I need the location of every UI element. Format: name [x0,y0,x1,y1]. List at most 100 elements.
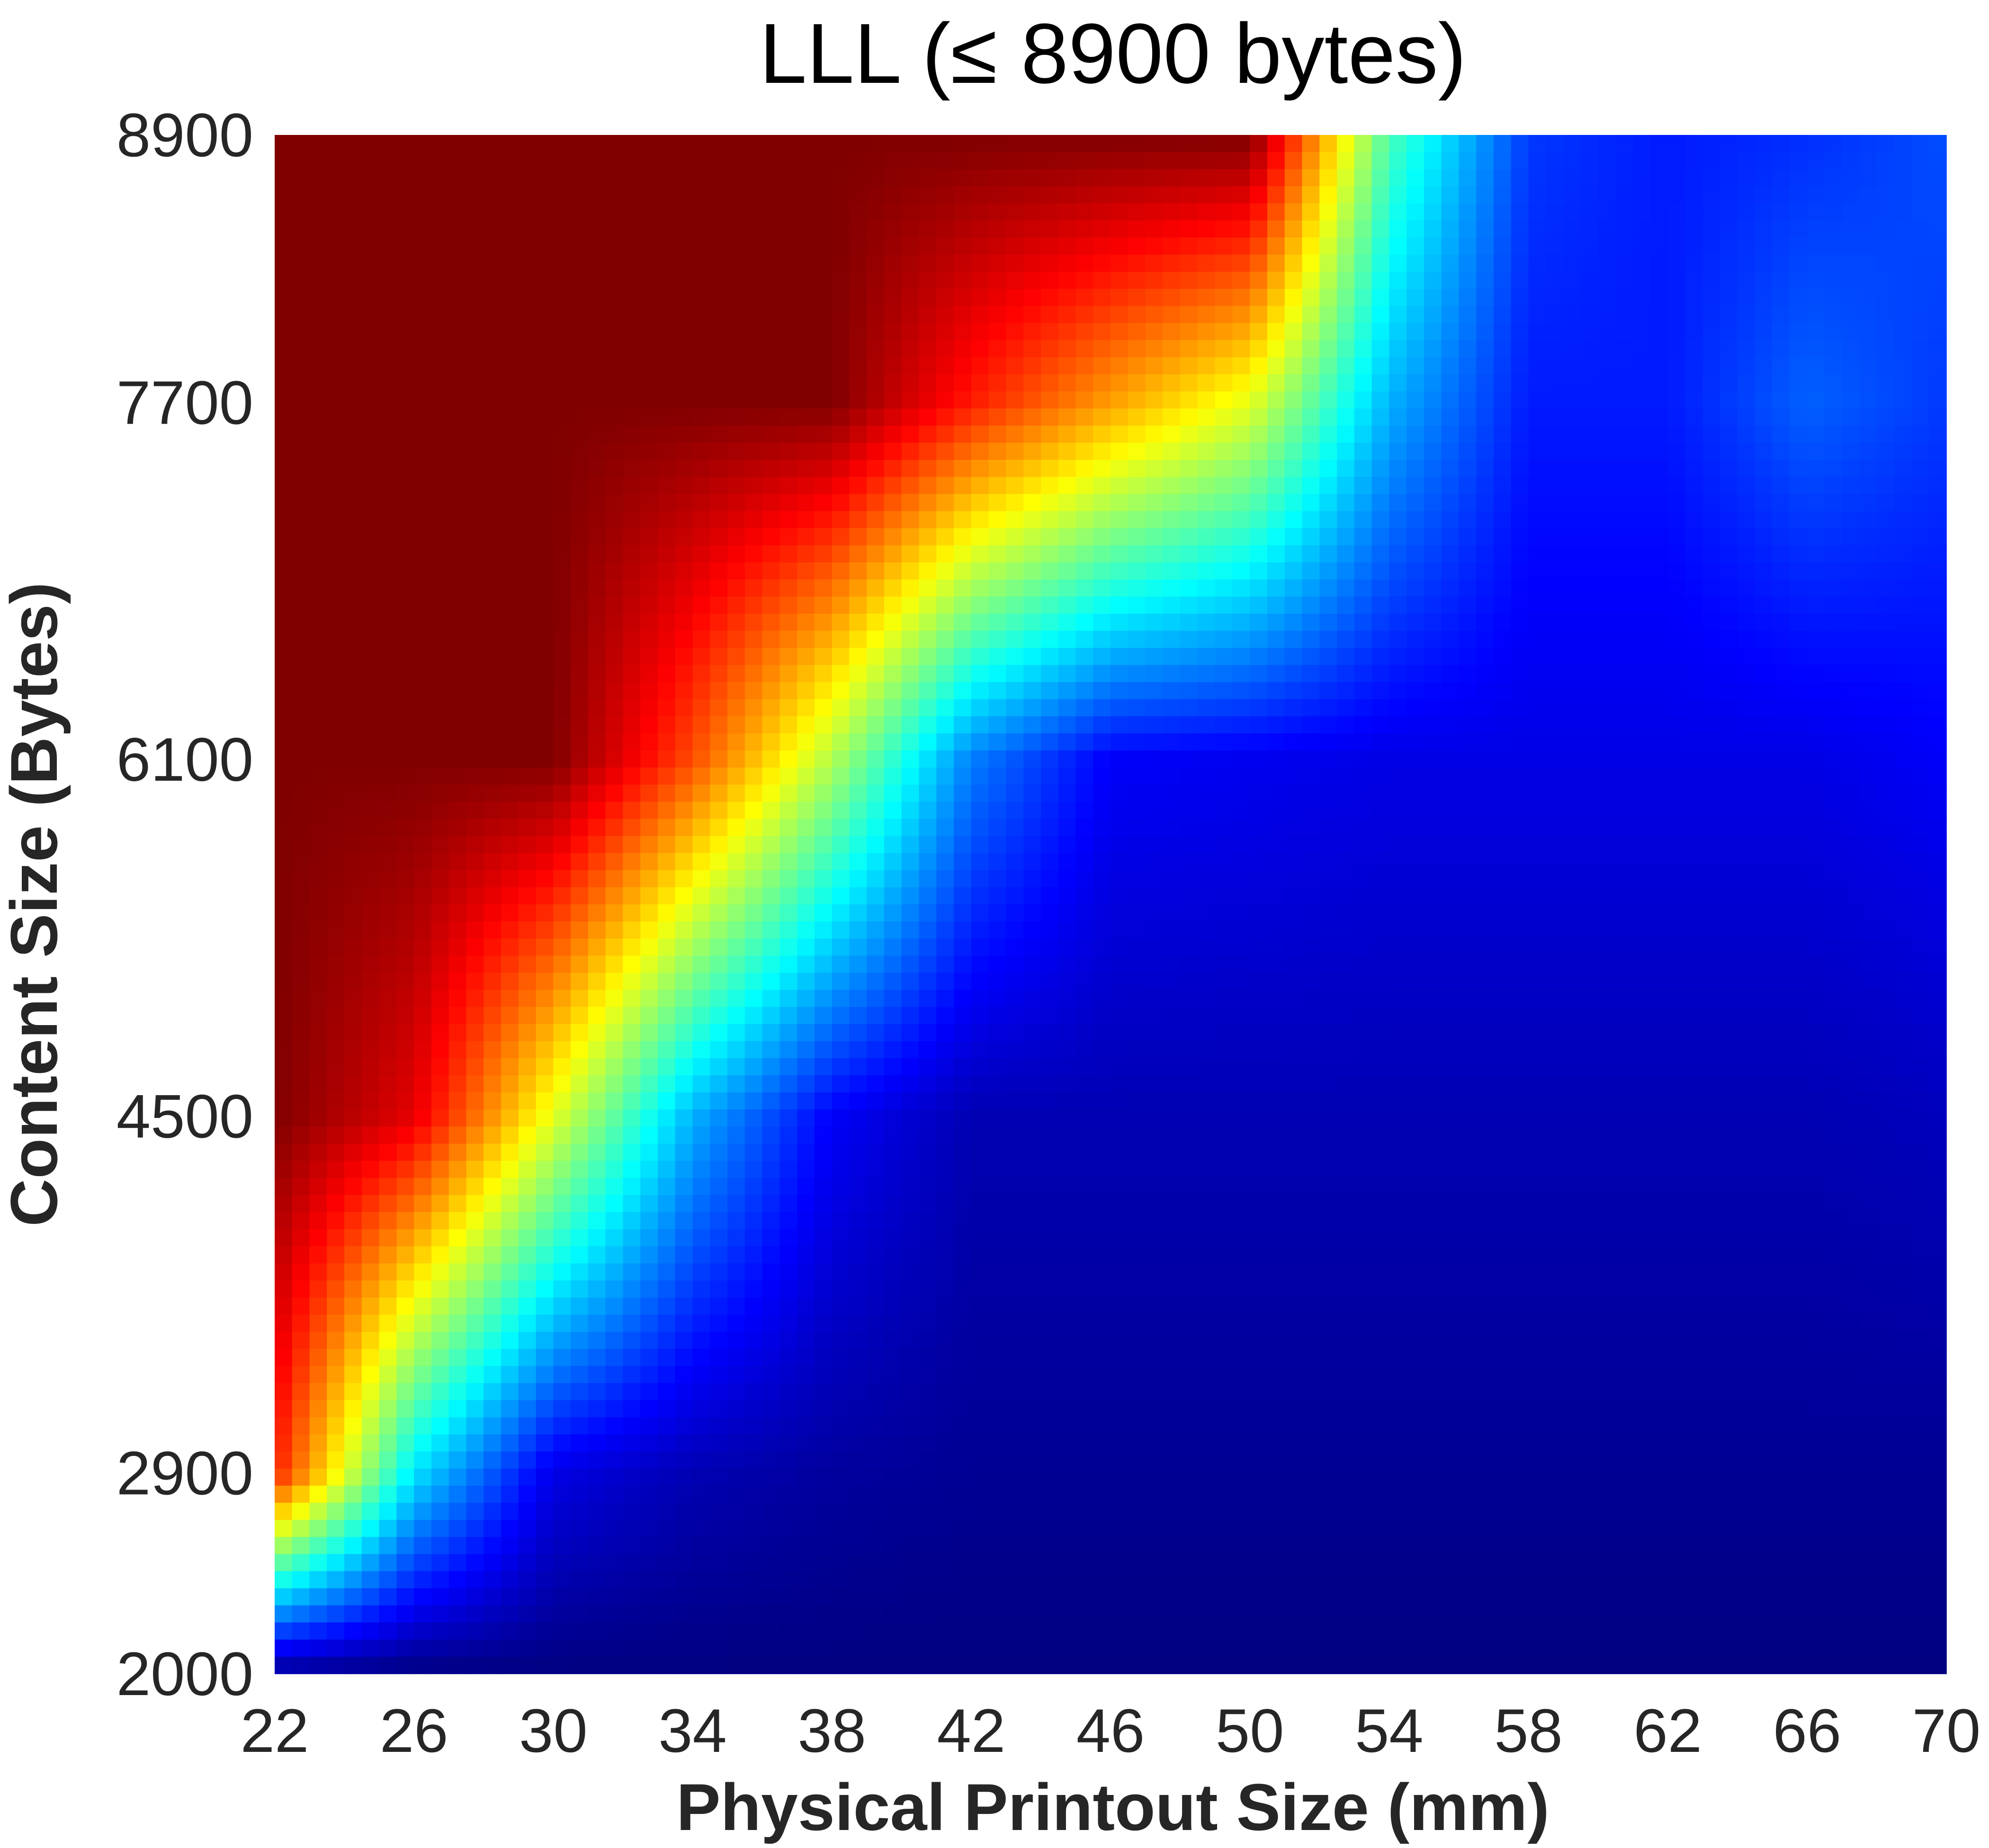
heatmap-cell [448,750,467,768]
heatmap-cell [710,938,728,956]
heatmap-cell [1824,425,1843,443]
heatmap-cell [1075,391,1094,409]
heatmap-cell [1824,186,1843,204]
heatmap-cell [1215,750,1233,768]
heatmap-cell [867,391,885,409]
heatmap-cell [954,785,972,803]
heatmap-cell [884,220,902,238]
heatmap-cell [1876,254,1895,272]
heatmap-cell [448,271,467,289]
heatmap-cell [1511,391,1529,409]
heatmap-cell [1598,494,1616,512]
heatmap-cell [1058,819,1076,837]
heatmap-cell [1807,203,1825,221]
heatmap-cell [1267,186,1285,204]
heatmap-cell [1040,511,1059,529]
heatmap-cell [727,1007,745,1025]
heatmap-cell [466,819,484,837]
heatmap-cell [971,494,989,512]
heatmap-cell [884,528,902,546]
heatmap-cell [710,648,728,666]
heatmap-cell [1215,768,1233,786]
heatmap-cell [571,169,589,187]
heatmap-cell [1267,768,1285,786]
heatmap-cell [327,306,345,324]
heatmap-cell [536,186,554,204]
heatmap-cell [1058,357,1076,375]
heatmap-cell [744,237,763,255]
heatmap-cell [657,733,676,751]
heatmap-cell [1772,579,1790,597]
heatmap-cell [832,340,850,358]
heatmap-cell [344,682,362,700]
heatmap-cell [431,203,449,221]
heatmap-cell [814,682,833,700]
heatmap-cell [954,579,972,597]
heatmap-cell [623,220,641,238]
heatmap-cell [1163,460,1181,478]
heatmap-cell [1911,289,1930,306]
heatmap-cell [1354,955,1372,973]
heatmap-cell [1250,579,1268,597]
heatmap-cell [814,425,833,443]
heatmap-cell [1580,169,1599,187]
heatmap-cell [605,579,624,597]
heatmap-cell [309,750,328,768]
heatmap-cell [1511,169,1529,187]
heatmap-cell [1111,631,1129,649]
heatmap-cell [1111,887,1129,905]
heatmap-cell [936,648,954,666]
heatmap-cell [1267,819,1285,837]
heatmap-cell [797,425,815,443]
heatmap-cell [988,152,1007,170]
heatmap-cell [1667,254,1686,272]
heatmap-cell [1040,323,1059,341]
heatmap-cell [1720,237,1738,255]
heatmap-cell [275,819,293,837]
heatmap-cell [1894,768,1912,786]
heatmap-cell [1894,802,1912,820]
heatmap-cell [919,853,937,871]
heatmap-cell [1459,1007,1477,1025]
heatmap-cell [275,220,293,238]
heatmap-cell [1371,597,1390,614]
heatmap-cell [1842,254,1860,272]
heatmap-cell [1755,836,1773,854]
heatmap-cell [832,699,850,717]
heatmap-cell [1093,1007,1111,1025]
heatmap-cell [1197,614,1216,632]
heatmap-cell [1493,716,1512,734]
heatmap-cell [849,425,868,443]
heatmap-cell [1354,699,1372,717]
heatmap-cell [919,973,937,991]
heatmap-cell [396,785,414,803]
heatmap-cell [605,904,624,922]
heatmap-cell [936,545,954,563]
heatmap-cell [1424,271,1442,289]
heatmap-cell [536,802,554,820]
heatmap-cell [518,955,537,973]
heatmap-cell [571,802,589,820]
heatmap-cell [1197,802,1216,820]
heatmap-cell [1163,306,1181,324]
heatmap-cell [1040,477,1059,495]
heatmap-cell [1284,836,1303,854]
heatmap-cell [710,545,728,563]
heatmap-cell [988,306,1007,324]
heatmap-cell [936,938,954,956]
heatmap-cell [379,597,397,614]
heatmap-cell [1633,973,1651,991]
heatmap-cell [1772,597,1790,614]
heatmap-cell [1685,853,1703,871]
heatmap-cell [1894,836,1912,854]
heatmap-cell [1790,511,1808,529]
heatmap-cell [431,665,449,683]
heatmap-cell [814,631,833,649]
heatmap-cell [1790,477,1808,495]
heatmap-cell [361,597,380,614]
heatmap-cell [379,271,397,289]
heatmap-cell [1807,802,1825,820]
heatmap-cell [1441,357,1460,375]
heatmap-cell [1441,665,1460,683]
heatmap-cell [361,203,380,221]
